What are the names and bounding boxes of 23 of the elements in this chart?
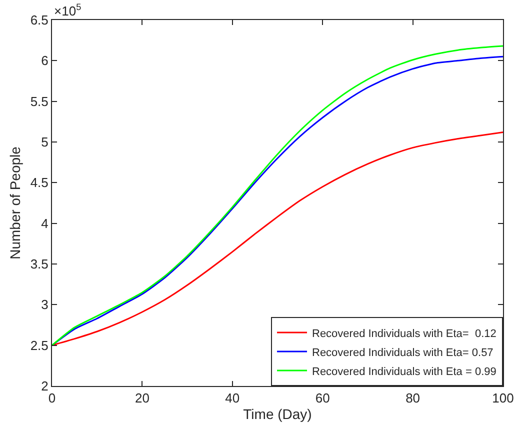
y-tick-label: 3.5 (30, 256, 48, 272)
x-tick-label: 20 (134, 390, 150, 406)
y-axis-title: Number of People (6, 146, 23, 260)
y-tick-label: 2 (41, 378, 48, 394)
x-tick-label: 80 (406, 390, 420, 406)
legend-label: Recovered Individuals with Eta= 0.57 (312, 346, 494, 359)
x-tick-label: 40 (225, 390, 240, 406)
y-tick-label: 4 (41, 216, 48, 231)
line-series (52, 131, 503, 346)
legend-label: Recovered Individuals with Eta= 0.12 (312, 328, 496, 340)
y-tick-label: 5 (41, 134, 48, 150)
legend-label: Recovered Individuals with Eta = 0.99 (312, 366, 496, 378)
x-tick-label: 60 (315, 390, 330, 406)
x-tick-label: 0 (48, 390, 56, 406)
y-tick-label: 5.5 (30, 94, 48, 109)
y-tick-label: 2.5 (30, 338, 48, 353)
y-tick-label: 6.5 (30, 12, 48, 28)
x-tick-label: 100 (492, 390, 514, 406)
x-axis-title: Time (Day) (243, 406, 312, 422)
y-tick-label: 3 (41, 297, 48, 312)
y-tick-label: 4.5 (30, 175, 48, 190)
y-tick-label: 6 (41, 53, 48, 68)
text: ×10$^{5}$ (54, 2, 82, 18)
